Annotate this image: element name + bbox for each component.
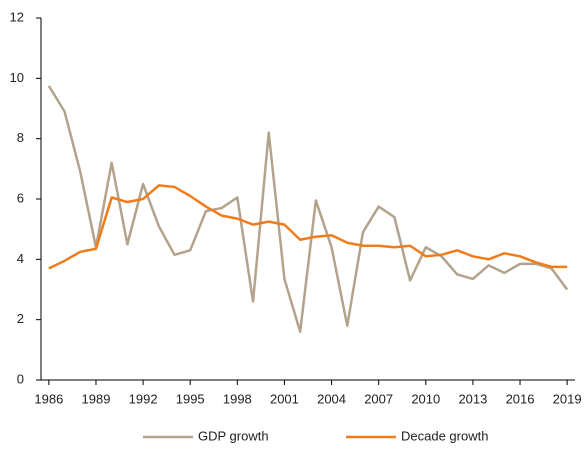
y-tick-label: 2 [17,311,24,326]
y-tick-label: 12 [10,9,24,24]
x-tick-label: 1998 [223,391,252,406]
x-tick-label: 2016 [506,391,535,406]
y-tick-label: 6 [17,190,24,205]
x-tick-label: 1989 [82,391,111,406]
legend-label: Decade growth [401,428,488,443]
y-tick-label: 0 [17,371,24,386]
x-tick-label: 2019 [553,391,582,406]
x-tick-label: 2001 [270,391,299,406]
x-tick-label: 1992 [129,391,158,406]
y-tick-label: 4 [17,251,24,266]
x-tick-label: 2004 [317,391,346,406]
y-tick-label: 10 [10,70,24,85]
x-tick-label: 2010 [411,391,440,406]
y-tick-label: 8 [17,130,24,145]
series-line [48,184,568,270]
x-tick-label: 2013 [458,391,487,406]
x-tick-label: 2007 [364,391,393,406]
x-tick-label: 1986 [34,391,63,406]
legend-label: GDP growth [198,428,269,443]
x-tick-label: 1995 [176,391,205,406]
series-line [47,85,569,333]
